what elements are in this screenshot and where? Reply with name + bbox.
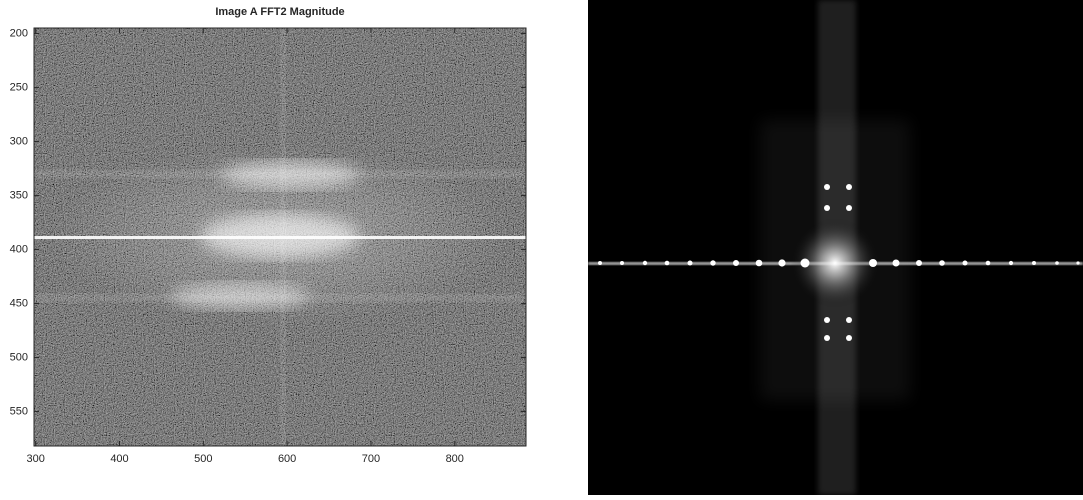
x-tick-label: 300 bbox=[26, 453, 44, 465]
y-tick-label: 400 bbox=[10, 243, 28, 255]
y-tick-label: 350 bbox=[10, 189, 28, 201]
y-tick-label: 500 bbox=[10, 351, 28, 363]
image-right bbox=[588, 0, 1083, 495]
image-line bbox=[280, 28, 286, 446]
y-tick-label: 250 bbox=[10, 81, 28, 93]
x-tick-label: 700 bbox=[362, 453, 380, 465]
figure: Image A FFT2 Magnitude 200 250 300 350 400 45… bbox=[0, 0, 1083, 495]
chart-title: Image A FFT2 Magnitude bbox=[215, 6, 344, 18]
x-tick-label: 400 bbox=[110, 453, 128, 465]
page: Image A FFT2 Magnitude 200 250 300 350 400 45… bbox=[0, 0, 1083, 500]
x-tick-label: 600 bbox=[278, 453, 296, 465]
y-tick-label: 200 bbox=[10, 27, 28, 39]
y-tick-label: 300 bbox=[10, 135, 28, 147]
x-tick-label: 500 bbox=[194, 453, 212, 465]
x-tick-label: 800 bbox=[446, 453, 464, 465]
image-left bbox=[34, 28, 526, 446]
y-tick-label: 450 bbox=[10, 297, 28, 309]
y-tick-label: 550 bbox=[10, 405, 28, 417]
